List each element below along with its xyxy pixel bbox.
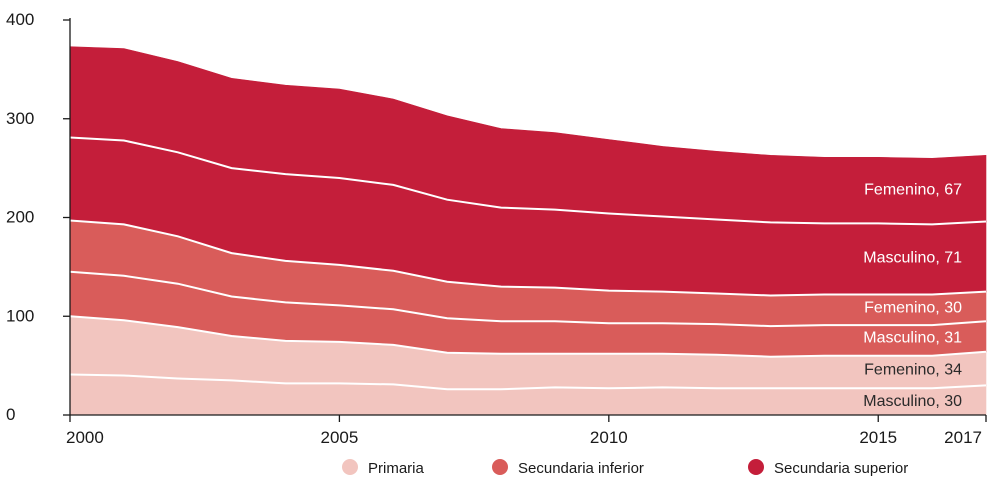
- x-tick-label: 2010: [590, 428, 628, 447]
- legend-label-2: Secundaria inferior: [518, 460, 644, 477]
- separator-lines-layer: [69, 136, 987, 391]
- y-tick-label: 100: [6, 306, 34, 325]
- separator-line-2: [69, 315, 987, 358]
- series-label-1: Masculino, 30: [863, 393, 962, 410]
- x-tick-label: 2015: [859, 428, 897, 447]
- legend-label-3: Secundaria superior: [774, 460, 908, 477]
- series-label-6: Femenino, 67: [864, 181, 962, 198]
- legend-swatch-2: [492, 459, 508, 475]
- legend: Primaria Secundaria inferior Secundaria su…: [342, 459, 908, 477]
- legend-swatch-1: [342, 459, 358, 475]
- y-tick-label: 400: [6, 10, 34, 29]
- x-tick-label: 2017: [944, 428, 982, 447]
- legend-label-1: Primaria: [368, 460, 424, 477]
- x-tick-label: 2000: [66, 428, 104, 447]
- series-label-5: Masculino, 71: [863, 250, 962, 267]
- series-label-3: Masculino, 31: [863, 329, 962, 346]
- separator-line-5: [69, 136, 987, 226]
- y-axis: 0 100 200 300 400: [6, 10, 71, 424]
- y-tick-label: 0: [6, 405, 15, 424]
- x-axis: 2000 2005 2010 2015 2017: [66, 414, 987, 447]
- areas-layer: [69, 46, 987, 416]
- separator-line-3: [69, 270, 987, 328]
- area-labels-layer: Masculino, 30 Femenino, 34 Masculino, 31 Fe…: [863, 181, 962, 410]
- separator-line-4: [69, 219, 987, 297]
- y-tick-label: 300: [6, 109, 34, 128]
- legend-swatch-3: [748, 459, 764, 475]
- x-tick-label: 2005: [320, 428, 358, 447]
- separator-line-1: [69, 373, 987, 391]
- series-label-2: Femenino, 34: [864, 362, 962, 379]
- series-label-4: Femenino, 30: [864, 299, 962, 316]
- y-tick-label: 200: [6, 208, 34, 227]
